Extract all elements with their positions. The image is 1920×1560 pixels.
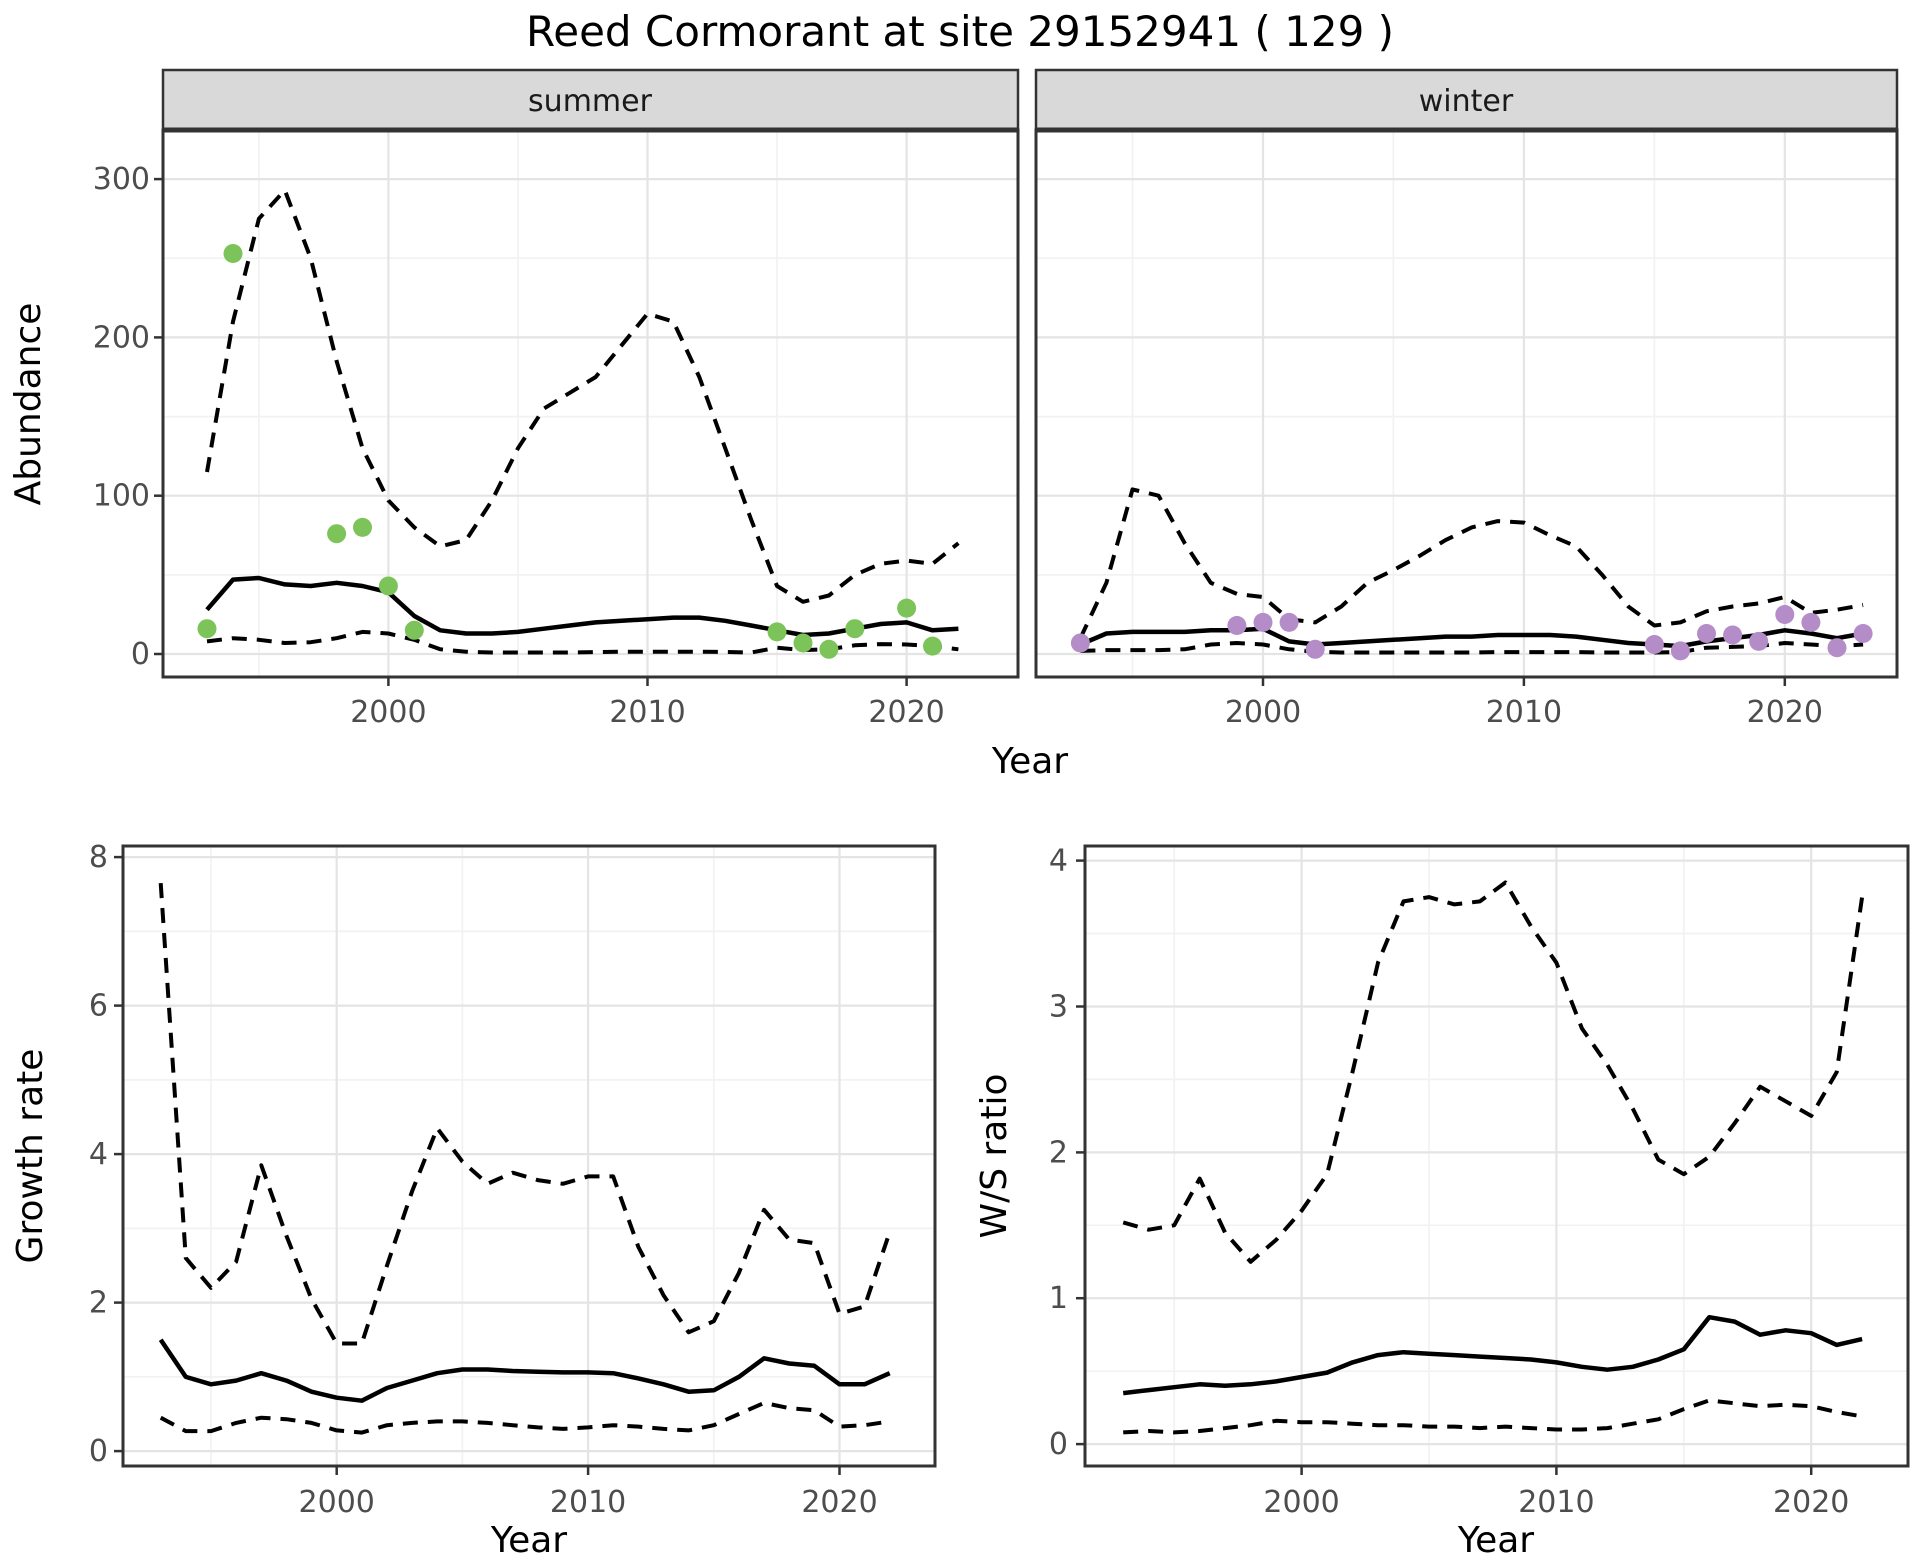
data-point — [1644, 635, 1664, 654]
ws_ratio-mean-line — [1122, 1314, 1863, 1396]
y-tick-label: 3 — [1049, 990, 1068, 1025]
y-tick-label: 6 — [89, 989, 108, 1024]
data-point — [1070, 633, 1090, 653]
panel-border — [121, 844, 937, 1468]
x-tick-label: 2020 — [868, 695, 944, 730]
y-tick-label: 300 — [93, 162, 150, 197]
growth_rate-mean-line — [158, 1338, 891, 1403]
data-point — [1723, 625, 1743, 645]
x-tick-label: 2010 — [1486, 695, 1562, 730]
x-tick-label: 2010 — [1518, 1485, 1594, 1520]
y-axis-title-abundance: Abundance — [8, 303, 49, 506]
panel-background — [163, 130, 1018, 677]
x-axis-title-year-ws: Year — [1457, 1520, 1534, 1560]
x-tick-label: 2020 — [1747, 695, 1823, 730]
data-point — [1853, 624, 1873, 643]
x-tick-label: 2020 — [1773, 1485, 1849, 1520]
growth_rate-upper_ci-line — [158, 882, 892, 1346]
data-point — [1670, 641, 1690, 661]
x-tick-label: 2000 — [350, 695, 426, 730]
data-point — [845, 619, 865, 639]
y-axis-title-ws-ratio: W/S ratio — [974, 1073, 1015, 1238]
y-tick-label: 0 — [131, 637, 150, 672]
panel-abundance_summer: 2000 2010 2020 0 100 200 300 — [93, 68, 1020, 730]
panel-abundance_winter: 2000 2010 2020 — [1034, 68, 1899, 730]
data-point — [1827, 638, 1847, 658]
data-point — [923, 636, 942, 656]
panel-background — [1036, 130, 1897, 677]
x-tick-label: 2020 — [801, 1485, 877, 1520]
panel-growth_rate: 2000 2010 2020 0 2 4 6 8 — [89, 840, 937, 1520]
data-point — [1305, 639, 1325, 659]
growth_rate-lower_ci-line — [159, 1400, 890, 1435]
chart-title: Reed Cormorant at site 29152941 ( 129 ) — [526, 7, 1394, 56]
data-point — [378, 576, 398, 596]
axis-and-title-labels: Reed Cormorant at site 29152941 ( 129 ) … — [8, 7, 1534, 1560]
data-point — [1227, 616, 1247, 635]
y-tick-label: 1 — [1049, 1281, 1068, 1316]
abundance_winter-lower_ci-line — [1080, 641, 1864, 655]
data-point — [819, 639, 839, 659]
data-point — [1775, 605, 1795, 624]
data-point — [793, 633, 813, 653]
y-tick-label: 4 — [89, 1137, 108, 1172]
data-point — [197, 619, 217, 639]
data-point — [1279, 612, 1299, 632]
x-tick-label: 2000 — [299, 1485, 375, 1520]
x-tick-label: 2000 — [1225, 695, 1301, 730]
facet-strip-label-winter: winter — [1419, 84, 1514, 119]
data-point — [1697, 624, 1716, 643]
facet-strip-label-summer: summer — [528, 84, 653, 119]
y-tick-label: 4 — [1049, 844, 1068, 879]
y-tick-label: 2 — [89, 1286, 108, 1321]
data-point — [404, 620, 424, 640]
data-point — [1253, 612, 1273, 632]
x-axis-title-year-top: Year — [991, 741, 1068, 782]
y-tick-label: 100 — [93, 479, 150, 514]
y-tick-label: 8 — [89, 840, 108, 875]
x-axis-title-year-growth: Year — [490, 1520, 567, 1560]
data-point — [327, 524, 347, 544]
x-tick-label: 2000 — [1263, 1485, 1339, 1520]
x-tick-label: 2010 — [550, 1485, 626, 1520]
data-point — [897, 598, 917, 618]
panel-border — [1083, 844, 1910, 1468]
y-tick-label: 200 — [93, 320, 150, 355]
y-axis-title-growth-rate: Growth rate — [10, 1049, 51, 1264]
y-tick-label: 0 — [1049, 1427, 1068, 1462]
panel-background — [1085, 846, 1908, 1466]
panel-ws_ratio: 2000 2010 2020 0 1 2 3 4 — [1049, 844, 1910, 1520]
data-point — [767, 622, 787, 642]
data-point — [1801, 612, 1821, 632]
data-point — [353, 517, 372, 537]
y-tick-label: 2 — [1049, 1135, 1068, 1170]
abundance_winter-upper_ci-line — [1078, 487, 1864, 640]
abundance_summer-mean-line — [205, 575, 959, 638]
data-point — [223, 244, 243, 263]
facet-strip — [161, 68, 1020, 132]
data-point — [1749, 631, 1769, 651]
y-tick-label: 0 — [89, 1434, 108, 1469]
x-tick-label: 2010 — [609, 695, 685, 730]
abundance_summer-upper_ci-line — [205, 188, 960, 604]
facet-strip — [1034, 68, 1899, 132]
